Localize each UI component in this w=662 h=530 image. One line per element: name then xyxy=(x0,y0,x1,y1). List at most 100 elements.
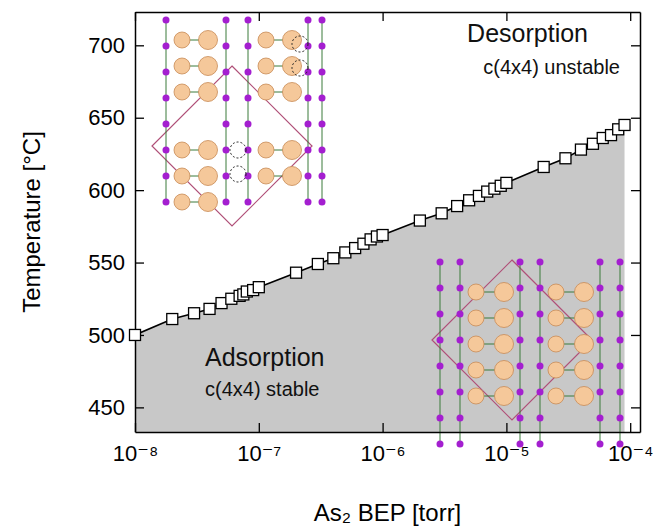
ga-atom xyxy=(258,142,274,158)
ga-atom xyxy=(575,387,594,406)
as-atom xyxy=(163,95,170,102)
marker xyxy=(452,201,463,212)
as-atom xyxy=(517,363,524,370)
ga-atom xyxy=(283,83,302,102)
y-axis-title: Temperature [°C] xyxy=(18,131,45,313)
markers xyxy=(130,119,631,340)
as-atom xyxy=(537,389,544,396)
as-atom xyxy=(517,337,524,344)
tick-label: 450 xyxy=(88,395,125,420)
ga-atom xyxy=(548,284,564,300)
tick-label: 650 xyxy=(88,105,125,130)
y-axis-right xyxy=(631,13,641,433)
tick: 10⁻⁵ xyxy=(484,423,529,466)
ga-atom xyxy=(199,141,218,160)
tick xyxy=(631,335,640,336)
marker xyxy=(436,208,447,219)
chart: 10⁻⁸10⁻⁷10⁻⁶10⁻⁵10⁻⁴450500550600650700As… xyxy=(0,0,662,530)
tick: 10⁻⁷ xyxy=(237,423,281,466)
as-atom xyxy=(223,199,230,206)
as-atom xyxy=(319,199,326,206)
tick xyxy=(630,12,631,21)
ga-atom xyxy=(495,335,514,354)
as-atom xyxy=(305,95,312,102)
as-atom xyxy=(617,415,624,422)
marker xyxy=(328,253,339,264)
plot-area xyxy=(135,125,625,432)
as-atom xyxy=(223,17,230,24)
as-atom xyxy=(319,69,326,76)
as-atom xyxy=(457,259,464,266)
tick: 600 xyxy=(88,178,144,203)
ga-atom xyxy=(174,58,190,74)
annotation: c(4x4) unstable xyxy=(483,56,620,78)
tick-mark xyxy=(259,423,260,432)
as-atom xyxy=(319,173,326,180)
as-atom xyxy=(597,363,604,370)
tick-mark xyxy=(631,118,640,119)
as-atom xyxy=(597,415,604,422)
as-atom xyxy=(617,363,624,370)
ga-atom xyxy=(575,335,594,354)
tick-mark xyxy=(135,190,144,191)
tick-mark xyxy=(135,45,144,46)
marker xyxy=(253,282,264,293)
marker xyxy=(414,215,425,226)
ga-atom xyxy=(468,310,484,326)
tick-label: 10⁻⁴ xyxy=(608,441,654,466)
tick xyxy=(631,263,640,264)
as-atom xyxy=(163,43,170,50)
tick-mark xyxy=(135,118,144,119)
ga-atom xyxy=(548,362,564,378)
tick-label: 600 xyxy=(88,178,125,203)
ga-atom xyxy=(174,142,190,158)
as-atom xyxy=(537,259,544,266)
ga-atom xyxy=(468,362,484,378)
line-group xyxy=(135,125,625,335)
annotation: Adsorption xyxy=(205,343,325,371)
tick-mark xyxy=(631,262,640,263)
marker xyxy=(167,314,178,325)
tick xyxy=(631,45,640,46)
tick xyxy=(631,118,640,119)
x-axis: 10⁻⁸ 10⁻⁷ 10⁻⁶ 10⁻⁵ 10⁻⁴ xyxy=(113,423,654,466)
ga-atom xyxy=(575,309,594,328)
ga-atom xyxy=(468,284,484,300)
ga-atom xyxy=(174,194,190,210)
as-atom xyxy=(437,441,444,448)
as-atom xyxy=(617,337,624,344)
tick: 10⁻⁶ xyxy=(361,423,406,466)
tick xyxy=(259,12,260,21)
as-atom xyxy=(457,363,464,370)
as-atom xyxy=(537,415,544,422)
ga-atom xyxy=(495,361,514,380)
ga-atom xyxy=(258,168,274,184)
marker xyxy=(189,308,200,319)
as-atom xyxy=(245,121,252,128)
line xyxy=(135,125,625,335)
as-atom xyxy=(457,337,464,344)
as-atom xyxy=(437,311,444,318)
as-atom xyxy=(223,95,230,102)
tick-label: 10⁻⁸ xyxy=(113,441,158,466)
y-axis: 450500550600650700 xyxy=(88,13,144,433)
as-atom xyxy=(163,199,170,206)
tick-label: 10⁻⁷ xyxy=(237,441,281,466)
as-atom xyxy=(437,285,444,292)
structure-insets xyxy=(152,17,624,448)
tick: 450 xyxy=(88,395,144,420)
as-atom xyxy=(223,43,230,50)
as-atom xyxy=(457,389,464,396)
as-atom xyxy=(437,415,444,422)
tick: 650 xyxy=(88,105,144,130)
as-atom xyxy=(305,121,312,128)
tick-mark xyxy=(506,423,507,432)
tick: 500 xyxy=(88,323,144,348)
as-atom xyxy=(319,121,326,128)
vacancy xyxy=(230,166,246,182)
as-atom xyxy=(163,173,170,180)
marker xyxy=(575,144,586,155)
as-atom xyxy=(319,147,326,154)
as-atom xyxy=(305,199,312,206)
ga-atom xyxy=(199,193,218,212)
